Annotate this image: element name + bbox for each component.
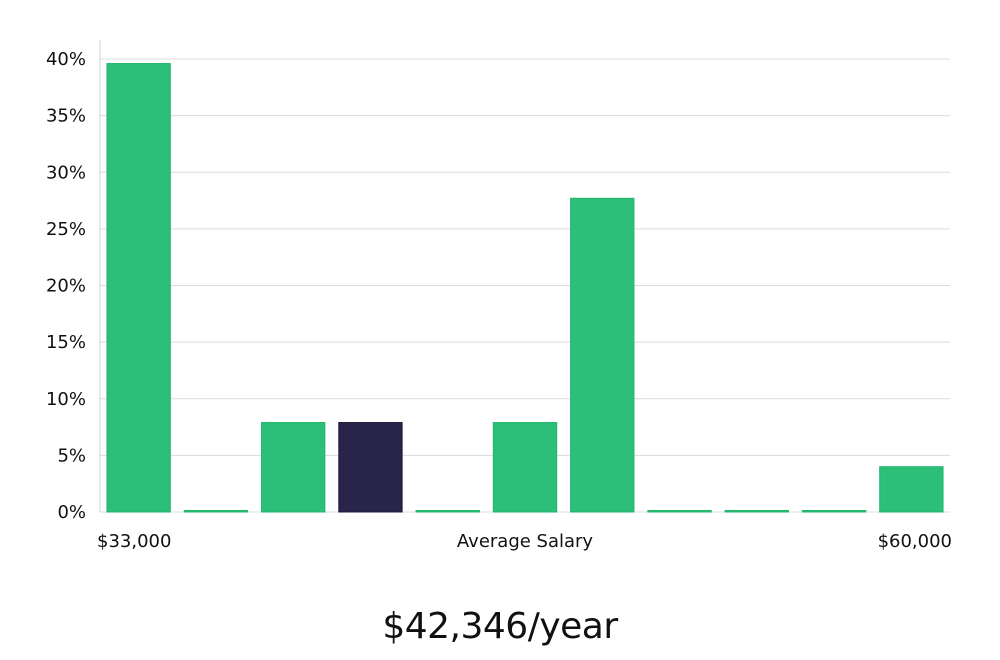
y-axis-ticks: 0% 5% 10% 15% 20% 25% 30% 35% 40% bbox=[46, 49, 86, 523]
y-tick-label: 15% bbox=[46, 332, 86, 353]
bar bbox=[879, 466, 944, 513]
bars bbox=[106, 63, 944, 513]
y-tick-label: 5% bbox=[57, 445, 86, 466]
bar bbox=[724, 510, 789, 513]
bar bbox=[492, 422, 558, 513]
bar bbox=[261, 422, 326, 513]
y-tick-label: 25% bbox=[46, 219, 86, 240]
bar bbox=[183, 510, 249, 513]
y-tick-label: 0% bbox=[57, 502, 86, 523]
bar bbox=[570, 197, 635, 513]
bar-highlighted bbox=[338, 422, 403, 513]
y-tick-label: 20% bbox=[46, 276, 86, 297]
x-min-label: $33,000 bbox=[97, 531, 171, 552]
y-tick-label: 30% bbox=[46, 162, 86, 183]
bar bbox=[106, 63, 171, 513]
bar bbox=[647, 510, 712, 513]
y-tick-label: 10% bbox=[46, 389, 86, 410]
y-tick-label: 40% bbox=[46, 49, 86, 70]
average-salary-value: $42,346/year bbox=[382, 606, 618, 647]
bar bbox=[415, 510, 480, 513]
grid-lines bbox=[100, 58, 950, 513]
bar bbox=[801, 510, 867, 513]
x-max-label: $60,000 bbox=[878, 531, 952, 552]
y-tick-label: 35% bbox=[46, 106, 86, 127]
x-axis-title: Average Salary bbox=[457, 531, 594, 552]
salary-histogram: 0% 5% 10% 15% 20% 25% 30% 35% 40% $33,000 Averag… bbox=[46, 40, 952, 552]
